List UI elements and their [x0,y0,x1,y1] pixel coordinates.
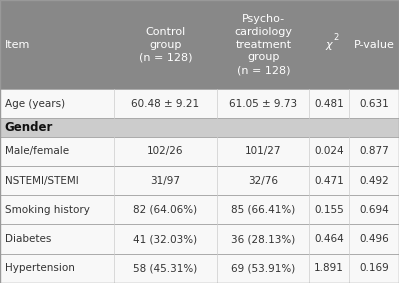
Text: P-value: P-value [354,40,394,50]
Text: 31/97: 31/97 [150,175,180,186]
Text: 85 (66.41%): 85 (66.41%) [231,205,296,215]
Text: 32/76: 32/76 [248,175,278,186]
Text: χ: χ [326,40,332,50]
Text: 82 (64.06%): 82 (64.06%) [134,205,198,215]
Text: 41 (32.03%): 41 (32.03%) [134,234,198,244]
Bar [0,224,399,254]
Text: 2: 2 [334,33,339,42]
Bar [0,89,399,119]
Text: 0.169: 0.169 [359,263,389,273]
Text: 60.48 ± 9.21: 60.48 ± 9.21 [132,99,200,109]
Text: 58 (45.31%): 58 (45.31%) [134,263,198,273]
Bar [0,0,399,89]
Text: 69 (53.91%): 69 (53.91%) [231,263,296,273]
Text: 0.496: 0.496 [359,234,389,244]
Text: 36 (28.13%): 36 (28.13%) [231,234,296,244]
Bar [0,195,399,224]
Text: 102/26: 102/26 [147,146,184,156]
Bar [0,137,399,166]
Text: Diabetes: Diabetes [5,234,51,244]
Bar [0,166,399,195]
Text: Gender: Gender [5,121,53,134]
Text: 0.471: 0.471 [314,175,344,186]
Text: 0.492: 0.492 [359,175,389,186]
Text: Age (years): Age (years) [5,99,65,109]
Bar [0,119,399,137]
Text: Hypertension: Hypertension [5,263,75,273]
Text: NSTEMI/STEMI: NSTEMI/STEMI [5,175,78,186]
Text: 0.024: 0.024 [314,146,344,156]
Text: 0.877: 0.877 [359,146,389,156]
Text: 0.631: 0.631 [359,99,389,109]
Text: 0.155: 0.155 [314,205,344,215]
Text: Control
group
(n = 128): Control group (n = 128) [139,27,192,63]
Text: 0.694: 0.694 [359,205,389,215]
Text: 61.05 ± 9.73: 61.05 ± 9.73 [229,99,297,109]
Text: 0.481: 0.481 [314,99,344,109]
Text: 1.891: 1.891 [314,263,344,273]
Text: Male/female: Male/female [5,146,69,156]
Text: 0.464: 0.464 [314,234,344,244]
Bar [0,254,399,283]
Text: 101/27: 101/27 [245,146,282,156]
Text: Psycho-
cardiology
treatment
group
(n = 128): Psycho- cardiology treatment group (n = … [234,14,292,75]
Text: Item: Item [5,40,30,50]
Text: Smoking history: Smoking history [5,205,90,215]
